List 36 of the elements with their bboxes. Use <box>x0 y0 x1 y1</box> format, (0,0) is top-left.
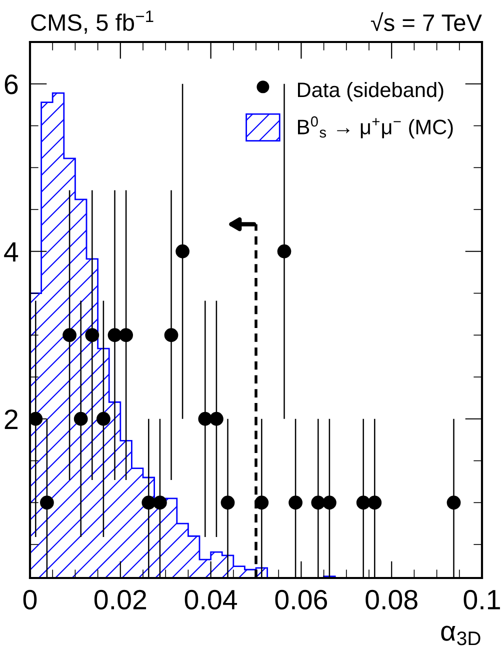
point <box>176 244 190 258</box>
point <box>164 328 178 342</box>
y-tick-label: 4 <box>4 242 18 262</box>
point <box>288 496 302 510</box>
point <box>277 244 292 258</box>
point <box>446 496 461 510</box>
chart-title: CMS, 5 fb$^{−1}$ <box>31 10 154 34</box>
x-axis-title: α$_{3D}$ <box>441 626 480 646</box>
x-tick-label: 0.02 <box>94 590 146 610</box>
point <box>142 496 156 510</box>
y-tick-label: 2 <box>4 410 18 429</box>
point <box>96 412 110 426</box>
point <box>40 496 54 510</box>
point <box>356 496 370 510</box>
point <box>119 328 133 342</box>
x-tick-label: 0.1 <box>464 590 500 610</box>
point <box>108 328 122 342</box>
point <box>30 412 43 426</box>
x-tick-label: 0.06 <box>275 590 328 610</box>
point <box>153 496 167 510</box>
y-tick-label: 6 <box>4 74 18 94</box>
x-tick-label: 0.08 <box>366 590 418 610</box>
chart-subtitle: √s = 7 TeV <box>370 12 482 32</box>
legend-label: B$^{0}$$_{s}$ → μ$^{+}$μ$^{−}$ (MC) <box>298 116 453 139</box>
point <box>74 412 88 426</box>
x-tick-label: 0 <box>23 590 37 610</box>
x-tick-label: 0.04 <box>184 590 238 610</box>
point <box>220 496 235 510</box>
point <box>198 412 212 426</box>
point <box>311 496 326 510</box>
point <box>322 496 336 510</box>
point <box>368 496 382 510</box>
legend-label: Data (sideband) <box>298 82 444 102</box>
point <box>210 412 224 426</box>
point <box>62 328 76 342</box>
point <box>85 328 100 342</box>
